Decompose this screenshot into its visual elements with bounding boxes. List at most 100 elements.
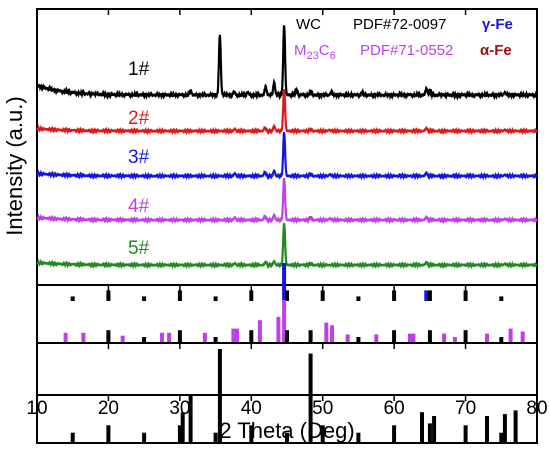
reference-3-stick-17 (432, 416, 437, 442)
reference-2-stick-10 (213, 337, 218, 342)
reference-2-stick-2 (81, 332, 86, 342)
x-tick-label: 80 (526, 398, 547, 419)
x-tick-label: 60 (384, 398, 405, 419)
series-2-label: 2# (128, 108, 150, 129)
reference-1-stick-8 (285, 290, 289, 301)
wc-reference-frame (36, 394, 538, 444)
reference-2-stick-16 (282, 300, 287, 342)
reference-1-stick-3 (142, 296, 147, 301)
reference-2-stick-19 (324, 322, 329, 342)
reference-2-stick-27 (427, 330, 432, 342)
x-tick-label: 70 (455, 398, 476, 419)
reference-3-stick-5 (180, 412, 185, 442)
reference-3-stick-14 (392, 425, 397, 442)
y-axis-title: Intensity (a.u.) (2, 96, 27, 235)
reference-2-stick-30 (463, 330, 468, 342)
reference-3-stick-10 (285, 432, 289, 442)
reference-3-stick-13 (356, 432, 361, 442)
reference-2-stick-22 (356, 337, 361, 342)
reference-2-stick-13 (249, 330, 254, 342)
x-ticks-group: 10 20 30 40 50 60 70 80 (26, 9, 548, 443)
reference-1-stick-1 (70, 296, 75, 301)
series-5-line (36, 223, 538, 270)
series-1-line (36, 25, 538, 101)
legend-alpha-fe: α-Fe (480, 42, 512, 59)
reference-2-stick-33 (508, 328, 513, 342)
legend-wc-pdf: PDF#72-0097 (353, 16, 446, 33)
reference-3-stick-11 (308, 353, 313, 442)
spectra-frame (36, 8, 538, 286)
series-3-line (36, 132, 538, 181)
reference-2-stick-7 (167, 332, 172, 342)
reference-3-stick-20 (499, 432, 504, 442)
reference-sticks-group (63, 263, 525, 442)
reference-2-stick-14 (257, 320, 262, 342)
reference-3-stick-18 (463, 425, 468, 442)
series-2-line (36, 89, 538, 136)
reference-2-stick-3 (106, 330, 111, 342)
reference-1-stick-5 (213, 296, 218, 301)
reference-2-stick-32 (499, 337, 504, 342)
reference-3-stick-6 (188, 395, 193, 442)
reference-2-stick-18 (308, 330, 313, 342)
reference-2-stick-21 (345, 334, 350, 342)
reference-2-stick-11 (231, 328, 236, 342)
reference-1-stick-14 (463, 290, 468, 301)
reference-1-stick-9 (320, 290, 325, 301)
reference-2-stick-34 (520, 331, 525, 342)
reference-2-stick-20 (330, 325, 334, 342)
reference-1-stick-10 (356, 296, 361, 301)
reference-2-stick-26 (411, 333, 416, 342)
reference-2-stick-12 (235, 328, 239, 342)
reference-1-stick-2 (106, 290, 111, 301)
reference-3-stick-3 (142, 432, 147, 442)
reference-3-stick-21 (502, 414, 507, 442)
reference-2-stick-1 (63, 332, 68, 342)
reference-2-stick-17 (285, 330, 289, 342)
x-axis-title: 2 Theta (Deg) (219, 418, 354, 443)
reference-3-stick-7 (213, 432, 218, 442)
series-4-label: 4# (128, 196, 150, 217)
reference-3-stick-16 (427, 423, 432, 442)
x-tick-label: 10 (26, 398, 47, 419)
series-3-label: 3# (128, 147, 150, 168)
reference-2-stick-4 (120, 335, 125, 342)
x-tick-label: 20 (98, 398, 119, 419)
legend-gamma-fe: γ-Fe (482, 16, 513, 33)
series-4-line (36, 178, 538, 225)
reference-3-stick-1 (70, 432, 75, 442)
reference-1-stick-6 (249, 290, 254, 301)
reference-2-stick-23 (374, 334, 379, 342)
reference-2-stick-5 (142, 337, 147, 342)
reference-3-stick-8 (217, 349, 222, 442)
series-5-label: 5# (128, 238, 150, 259)
reference-2-stick-9 (202, 332, 207, 342)
reference-2-stick-6 (160, 332, 164, 342)
reference-2-stick-15 (276, 316, 281, 342)
reference-1-stick-15 (499, 296, 504, 301)
reference-2-stick-24 (392, 330, 397, 342)
reference-3-stick-4 (177, 425, 182, 442)
reference-1-stick-7 (282, 263, 287, 301)
reference-2-stick-25 (407, 333, 412, 342)
reference-3-stick-15 (420, 412, 424, 442)
reference-3-stick-22 (513, 410, 518, 442)
reference-1-stick-11 (392, 290, 397, 301)
reference-1-stick-13 (427, 290, 432, 301)
m23c6-reference-frame (36, 342, 538, 396)
reference-2-stick-29 (452, 337, 457, 342)
reference-2-stick-8 (177, 330, 182, 342)
x-tick-label: 30 (169, 398, 190, 419)
reference-2-stick-31 (485, 333, 489, 342)
reference-1-stick-4 (177, 290, 182, 301)
x-tick-label: 50 (312, 398, 333, 419)
reference-3-stick-2 (106, 425, 111, 442)
reference-3-stick-9 (249, 425, 254, 442)
x-tick-label: 40 (241, 398, 262, 419)
series-1-label: 1# (128, 59, 150, 80)
legend-m23c6-pdf: PDF#71-0552 (360, 42, 453, 59)
reference-3-stick-19 (485, 416, 489, 442)
legend-m23c6: M23C6 (294, 42, 336, 62)
reference-2-stick-28 (442, 333, 447, 342)
